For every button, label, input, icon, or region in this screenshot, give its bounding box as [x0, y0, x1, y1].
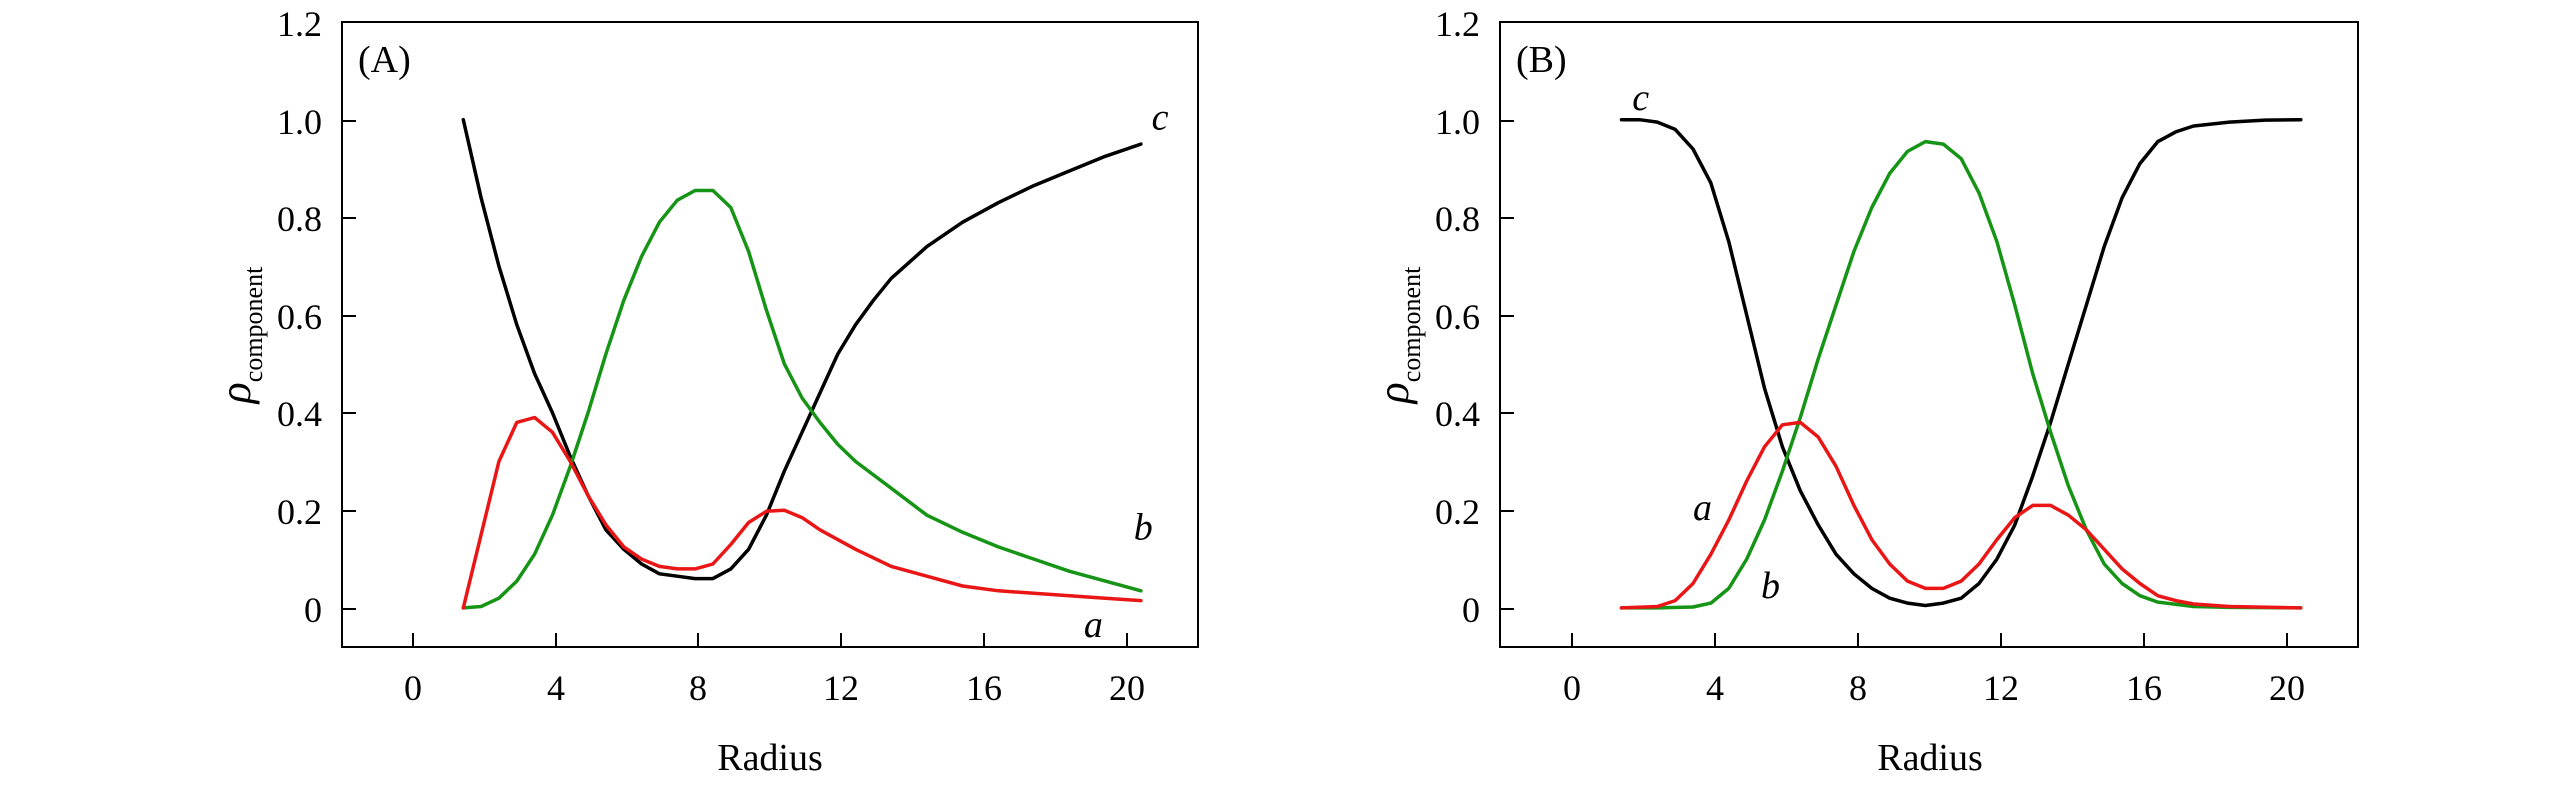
y-tick-label-b-4: 0.8 [1435, 199, 1480, 239]
ticks-a [342, 120, 1128, 647]
x-tick-label-a-2: 8 [689, 668, 707, 708]
y-axis-title-b: ρcomponent [1369, 266, 1426, 405]
series-label-a-a: a [1084, 604, 1103, 646]
y-tick-label-a-5: 1.0 [277, 102, 322, 142]
x-tick-label-a-3: 12 [823, 668, 859, 708]
x-axis-title-b: Radius [1877, 737, 1983, 779]
y-axis-title-main-a: ρ [211, 382, 260, 405]
y-tick-label-b-5: 1.0 [1435, 102, 1480, 142]
x-tick-label-b-5: 20 [2269, 668, 2305, 708]
series-label-b-a: a [1693, 487, 1712, 529]
plot-frame-b [1499, 21, 2359, 648]
series-line-b-a [1619, 420, 2303, 610]
y-tick-label-a-6: 1.2 [277, 4, 322, 44]
y-axis-title-sub-a: component [239, 266, 268, 382]
panel-label-a: (A) [358, 39, 411, 81]
series-label-b-c: c [1632, 77, 1649, 119]
y-tick-label-a-0: 0 [304, 590, 322, 630]
panel-label-b: (B) [1516, 39, 1567, 81]
y-tick-label-a-4: 0.8 [277, 199, 322, 239]
x-tick-label-a-1: 4 [547, 668, 565, 708]
y-tick-label-b-0: 0 [1462, 590, 1480, 630]
y-axis-title-a: ρcomponent [211, 266, 268, 405]
plot-frame-a [341, 21, 1199, 648]
x-tick-label-b-2: 8 [1849, 668, 1867, 708]
y-tick-label-b-6: 1.2 [1435, 4, 1480, 44]
series-line-b-b [1619, 139, 2303, 610]
panel-b: (B) ρcomponent Radius 0 0.2 0.4 0.6 0.8 … [1369, 4, 2359, 779]
y-tick-label-b-3: 0.6 [1435, 297, 1480, 337]
x-axis-title-a: Radius [717, 737, 823, 779]
series-label-b-b: b [1761, 565, 1780, 607]
y-axis-title-main-b: ρ [1369, 382, 1418, 405]
svg-text:ρcomponent: ρcomponent [211, 266, 268, 405]
panel-a: (A) ρcomponent Radius 0 0.2 0.4 0.6 0.8 … [211, 4, 1199, 779]
x-tick-label-a-4: 16 [966, 668, 1002, 708]
y-tick-label-b-2: 0.4 [1435, 394, 1480, 434]
svg-text:ρcomponent: ρcomponent [1369, 266, 1426, 405]
series-label-a-c: c [1152, 96, 1169, 138]
x-tick-label-b-0: 0 [1563, 668, 1581, 708]
y-axis-title-sub-b: component [1397, 266, 1426, 382]
y-tick-label-b-1: 0.2 [1435, 492, 1480, 532]
series-line-b-c [1619, 117, 2303, 608]
y-tick-label-a-2: 0.4 [277, 394, 322, 434]
series-line-a-c [461, 117, 1143, 581]
x-tick-label-b-1: 4 [1706, 668, 1724, 708]
series-label-a-b: b [1134, 507, 1153, 549]
y-tick-label-a-3: 0.6 [277, 297, 322, 337]
x-tick-label-a-5: 20 [1109, 668, 1145, 708]
series-line-a-b [461, 188, 1143, 610]
x-tick-label-b-4: 16 [2126, 668, 2162, 708]
x-tick-label-a-0: 0 [404, 668, 422, 708]
x-tick-label-b-3: 12 [1983, 668, 2019, 708]
y-tick-label-a-1: 0.2 [277, 492, 322, 532]
series-line-a-a [461, 415, 1143, 610]
ticks-b [1500, 120, 2288, 647]
